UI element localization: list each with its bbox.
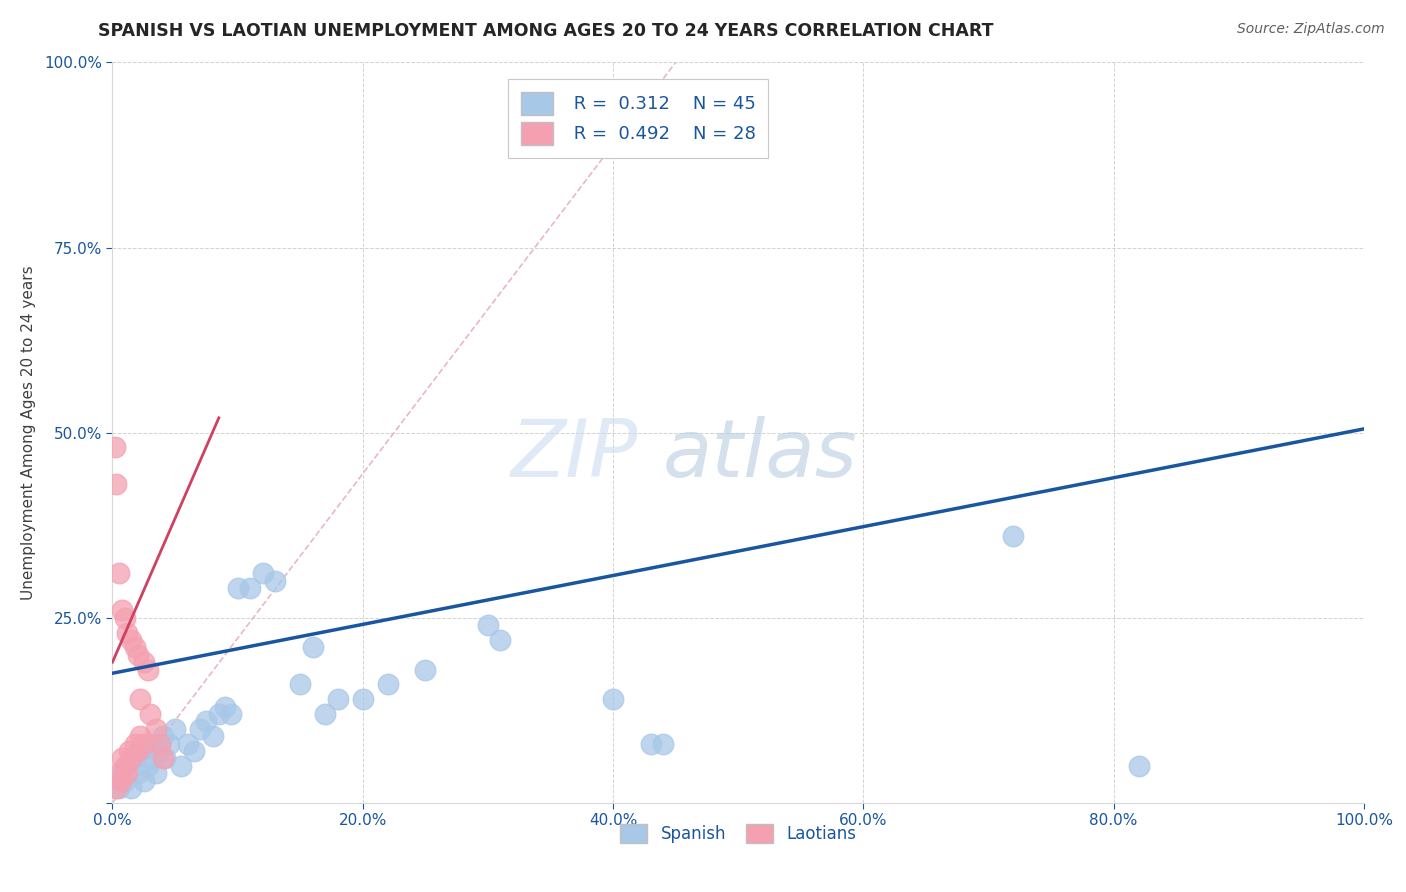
Point <box>127 744 149 758</box>
Text: atlas: atlas <box>664 416 858 494</box>
Point <box>1128 758 1150 772</box>
Point <box>413 663 436 677</box>
Point <box>145 722 167 736</box>
Point <box>132 773 155 788</box>
Point <box>152 729 174 743</box>
Point <box>326 692 349 706</box>
Legend: Spanish, Laotians: Spanish, Laotians <box>614 817 862 850</box>
Point <box>110 773 132 788</box>
Point <box>127 766 149 780</box>
Point <box>149 744 172 758</box>
Point <box>602 692 624 706</box>
Point <box>139 706 162 721</box>
Point <box>105 477 128 491</box>
Point <box>221 706 243 721</box>
Point <box>118 744 141 758</box>
Point <box>107 766 129 780</box>
Point <box>188 722 211 736</box>
Point <box>1002 529 1025 543</box>
Point <box>129 729 152 743</box>
Point <box>105 780 128 795</box>
Point <box>120 780 142 795</box>
Point <box>117 766 139 780</box>
Point <box>107 780 129 795</box>
Point <box>314 706 336 721</box>
Point <box>117 625 139 640</box>
Point <box>132 655 155 669</box>
Point <box>201 729 224 743</box>
Point <box>489 632 512 647</box>
Point <box>141 751 163 765</box>
Point <box>136 663 159 677</box>
Point <box>127 648 149 662</box>
Point <box>377 677 399 691</box>
Point <box>214 699 236 714</box>
Point <box>139 737 162 751</box>
Point <box>208 706 231 721</box>
Point <box>136 758 159 772</box>
Point <box>152 751 174 765</box>
Point <box>163 722 186 736</box>
Point <box>157 737 180 751</box>
Point <box>640 737 662 751</box>
Point <box>104 441 127 455</box>
Point <box>264 574 287 588</box>
Point <box>124 751 146 765</box>
Point <box>124 737 146 751</box>
Point <box>170 758 193 772</box>
Point <box>301 640 323 655</box>
Point <box>114 610 136 624</box>
Point <box>252 566 274 581</box>
Point <box>111 751 134 765</box>
Point <box>153 751 176 765</box>
Point <box>477 618 499 632</box>
Point <box>183 744 205 758</box>
Point <box>226 581 249 595</box>
Point <box>120 751 142 765</box>
Point <box>195 714 218 729</box>
Point <box>129 744 152 758</box>
Point <box>114 758 136 772</box>
Point <box>129 692 152 706</box>
Point <box>145 766 167 780</box>
Point <box>117 758 139 772</box>
Point <box>120 632 142 647</box>
Point <box>176 737 198 751</box>
Point <box>124 640 146 655</box>
Y-axis label: Unemployment Among Ages 20 to 24 years: Unemployment Among Ages 20 to 24 years <box>21 265 35 600</box>
Point <box>652 737 675 751</box>
Point <box>290 677 312 691</box>
Point <box>149 737 172 751</box>
Text: Source: ZipAtlas.com: Source: ZipAtlas.com <box>1237 22 1385 37</box>
Point <box>111 766 134 780</box>
Text: ZIP: ZIP <box>510 416 638 494</box>
Point <box>352 692 374 706</box>
Point <box>114 773 136 788</box>
Point <box>111 603 134 617</box>
Text: SPANISH VS LAOTIAN UNEMPLOYMENT AMONG AGES 20 TO 24 YEARS CORRELATION CHART: SPANISH VS LAOTIAN UNEMPLOYMENT AMONG AG… <box>98 22 994 40</box>
Point <box>132 737 155 751</box>
Point <box>239 581 262 595</box>
Point <box>107 566 129 581</box>
